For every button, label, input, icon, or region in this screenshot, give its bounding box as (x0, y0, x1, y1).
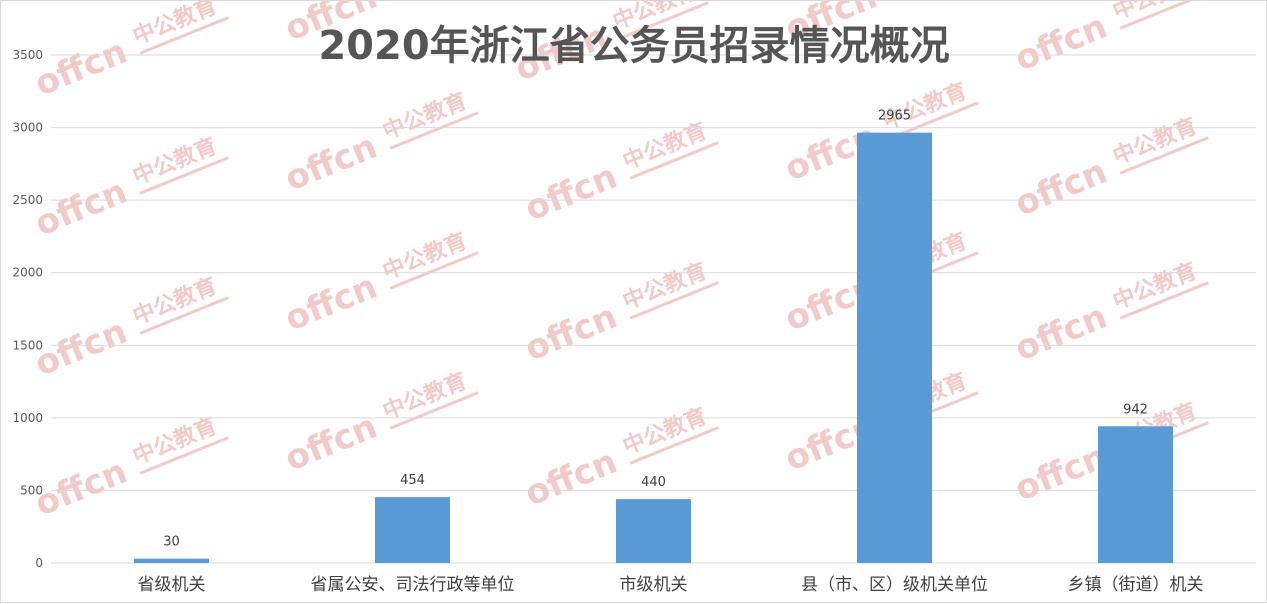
svg-text:中公教育: 中公教育 (379, 228, 470, 285)
data-label: 30 (163, 535, 180, 550)
watermark-layer: offcn中公教育offcn中公教育offcn中公教育offcn中公教育offc… (29, 1, 1209, 525)
svg-text:offcn: offcn (29, 452, 132, 525)
svg-text:offcn: offcn (29, 32, 132, 105)
y-tick-label: 3500 (12, 48, 43, 62)
category-label: 乡镇（街道）机关 (1068, 575, 1204, 595)
svg-text:中公教育: 中公教育 (1109, 258, 1200, 315)
svg-text:offcn: offcn (1009, 152, 1112, 225)
svg-text:中公教育: 中公教育 (129, 413, 220, 470)
y-tick-label: 1000 (12, 411, 43, 425)
y-tick-label: 2500 (12, 193, 43, 207)
bar (134, 558, 209, 563)
y-tick-label: 1500 (12, 338, 43, 352)
svg-text:offcn: offcn (1009, 7, 1112, 80)
gridlines (51, 54, 1256, 564)
y-tick-label: 2000 (12, 266, 43, 280)
svg-text:中公教育: 中公教育 (129, 273, 220, 330)
svg-text:offcn: offcn (519, 442, 622, 515)
y-axis-ticks: 0 500 1000 1500 2000 2500 3000 3500 (12, 48, 43, 570)
category-label: 省属公安、司法行政等单位 (311, 575, 515, 595)
y-tick-label: 0 (35, 556, 43, 570)
svg-text:offcn: offcn (279, 267, 382, 340)
svg-text:offcn: offcn (29, 312, 132, 385)
bar (616, 499, 691, 563)
data-label: 440 (641, 475, 666, 490)
chart-title: 2020年浙江省公务员招录情况概况 (318, 23, 949, 69)
bars (134, 132, 1173, 563)
svg-text:中公教育: 中公教育 (379, 368, 470, 425)
category-labels: 省级机关 省属公安、司法行政等单位 市级机关 县（市、区）级机关单位 乡镇（街道）机关 (138, 575, 1204, 595)
svg-text:offcn: offcn (519, 297, 622, 370)
svg-text:中公教育: 中公教育 (129, 133, 220, 190)
bar (1098, 426, 1173, 563)
data-label: 454 (400, 473, 425, 488)
data-labels: 30 454 440 2965 942 (163, 109, 1148, 550)
category-label: 县（市、区）级机关单位 (801, 575, 988, 595)
svg-text:offcn: offcn (1009, 437, 1112, 510)
svg-text:中公教育: 中公教育 (379, 88, 470, 145)
category-label: 省级机关 (138, 575, 206, 595)
category-label: 市级机关 (620, 575, 688, 595)
svg-text:offcn: offcn (1009, 297, 1112, 370)
bar (857, 132, 932, 563)
data-label: 2965 (878, 109, 911, 124)
svg-text:中公教育: 中公教育 (619, 258, 710, 315)
svg-text:中公教育: 中公教育 (619, 118, 710, 175)
svg-text:offcn: offcn (29, 172, 132, 245)
svg-text:中公教育: 中公教育 (879, 78, 970, 135)
svg-text:offcn: offcn (279, 127, 382, 200)
svg-text:offcn: offcn (519, 157, 622, 230)
y-tick-label: 3000 (12, 121, 43, 135)
y-tick-label: 500 (20, 483, 43, 497)
svg-text:中公教育: 中公教育 (1109, 113, 1200, 170)
bar (375, 497, 450, 563)
svg-text:中公教育: 中公教育 (619, 403, 710, 460)
data-label: 942 (1123, 402, 1148, 417)
